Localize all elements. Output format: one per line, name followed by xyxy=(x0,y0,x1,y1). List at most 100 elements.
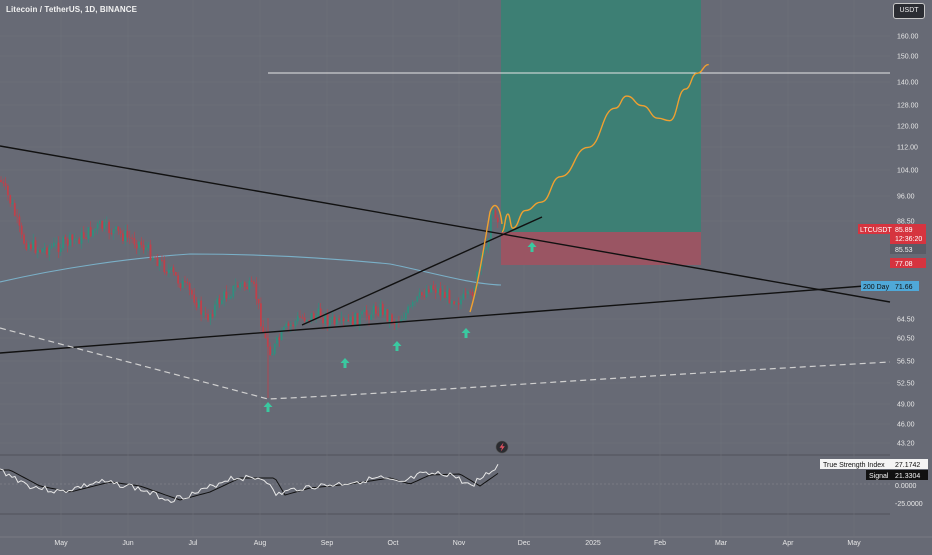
candle xyxy=(460,295,462,310)
candle xyxy=(168,263,170,278)
candle xyxy=(13,199,16,217)
ma-200-line xyxy=(0,253,502,286)
price-tick-label: 43.20 xyxy=(897,441,915,448)
candle xyxy=(184,275,186,289)
candle xyxy=(273,343,276,357)
candle xyxy=(9,194,12,207)
lightning-icon[interactable] xyxy=(495,440,509,454)
candle xyxy=(490,211,492,240)
candle xyxy=(71,233,74,247)
candle xyxy=(485,245,488,251)
time-tick-label: Nov xyxy=(453,540,466,547)
time-tick-label: May xyxy=(54,540,68,547)
candle xyxy=(34,237,37,255)
candle xyxy=(188,281,191,296)
tsi-line xyxy=(0,464,499,503)
candle xyxy=(303,312,306,323)
candle xyxy=(439,281,442,301)
candle xyxy=(64,234,67,244)
candle xyxy=(338,314,340,322)
price-tick-label: 112.00 xyxy=(897,145,918,152)
candle xyxy=(18,213,21,233)
candle xyxy=(11,198,14,205)
candle xyxy=(115,226,117,231)
price-tick-label: 56.50 xyxy=(897,359,915,366)
candle xyxy=(393,318,396,330)
candle xyxy=(239,282,242,291)
candle xyxy=(147,241,150,252)
candle xyxy=(299,310,301,319)
candle xyxy=(310,313,313,324)
price-axis-bg xyxy=(890,0,932,550)
candle xyxy=(161,254,163,263)
dashed-channel-line xyxy=(0,327,891,400)
candle xyxy=(80,227,83,249)
candle xyxy=(78,236,81,244)
candle xyxy=(312,311,315,320)
candle xyxy=(414,300,416,307)
candle xyxy=(50,243,53,250)
time-tick-label: Aug xyxy=(254,540,267,547)
candle xyxy=(41,248,44,253)
symbol-title: Litecoin / TetherUS, 1D, BINANCE xyxy=(6,5,138,14)
candle xyxy=(276,335,278,348)
candle xyxy=(372,303,375,319)
candle xyxy=(423,288,426,300)
tsi-signal-line xyxy=(0,469,499,501)
candle xyxy=(494,208,497,219)
time-tick-label: 2025 xyxy=(585,540,601,547)
candle xyxy=(158,258,161,271)
candle xyxy=(133,231,136,249)
candle xyxy=(471,288,474,300)
ma-label-value: 71.66 xyxy=(895,284,913,291)
candle xyxy=(347,314,350,322)
currency-button[interactable]: USDT xyxy=(893,3,925,19)
candle xyxy=(96,221,99,235)
time-axis[interactable]: May Jun Jul Aug Sep Oct Nov Dec 2025 Feb Mar Apr May xyxy=(54,540,861,547)
candles xyxy=(0,176,499,398)
candle xyxy=(103,218,106,232)
ma-label-name: 200 Day xyxy=(863,284,890,291)
candle xyxy=(345,314,347,326)
candle xyxy=(469,289,472,296)
candle xyxy=(379,299,382,318)
candle xyxy=(278,333,281,347)
candle xyxy=(331,311,334,324)
price-tick-label: 120.00 xyxy=(897,124,919,131)
price-axis[interactable]: 160.00 150.00 140.00 128.00 120.00 112.00 104.… xyxy=(897,34,919,448)
candle xyxy=(99,219,101,224)
symbol-label-name: LTCUSDT xyxy=(860,227,892,234)
price-tick-label: 140.00 xyxy=(897,80,919,87)
tsi-signal-value: 21.3304 xyxy=(895,473,920,480)
candle xyxy=(151,256,154,262)
candle xyxy=(101,220,104,232)
candle xyxy=(211,309,214,319)
main-pane-bg xyxy=(0,0,890,537)
candle xyxy=(457,297,460,311)
candle xyxy=(363,306,366,312)
candle xyxy=(271,348,274,356)
candle xyxy=(73,233,76,244)
candle xyxy=(46,245,48,258)
price-tick-label: 104.00 xyxy=(897,168,919,175)
tsi-tick: -25.0000 xyxy=(895,501,923,508)
descending-trendline xyxy=(0,145,891,303)
price-tick-label: 150.00 xyxy=(897,54,919,61)
candle xyxy=(30,241,32,252)
candle xyxy=(36,247,39,259)
candle xyxy=(138,241,140,256)
candle xyxy=(356,313,359,327)
candle xyxy=(432,280,435,291)
candle xyxy=(317,302,320,319)
time-tick-label: May xyxy=(847,540,861,547)
candle xyxy=(407,304,409,315)
symbol-price-label: LTCUSDT 85.89 12:36:20 xyxy=(858,224,926,244)
candle xyxy=(214,300,216,321)
candle xyxy=(315,312,317,323)
candle xyxy=(340,311,343,325)
candle xyxy=(225,285,228,302)
countdown-label: 12:36:20 xyxy=(895,236,922,243)
price-tick-label: 46.00 xyxy=(897,422,915,429)
